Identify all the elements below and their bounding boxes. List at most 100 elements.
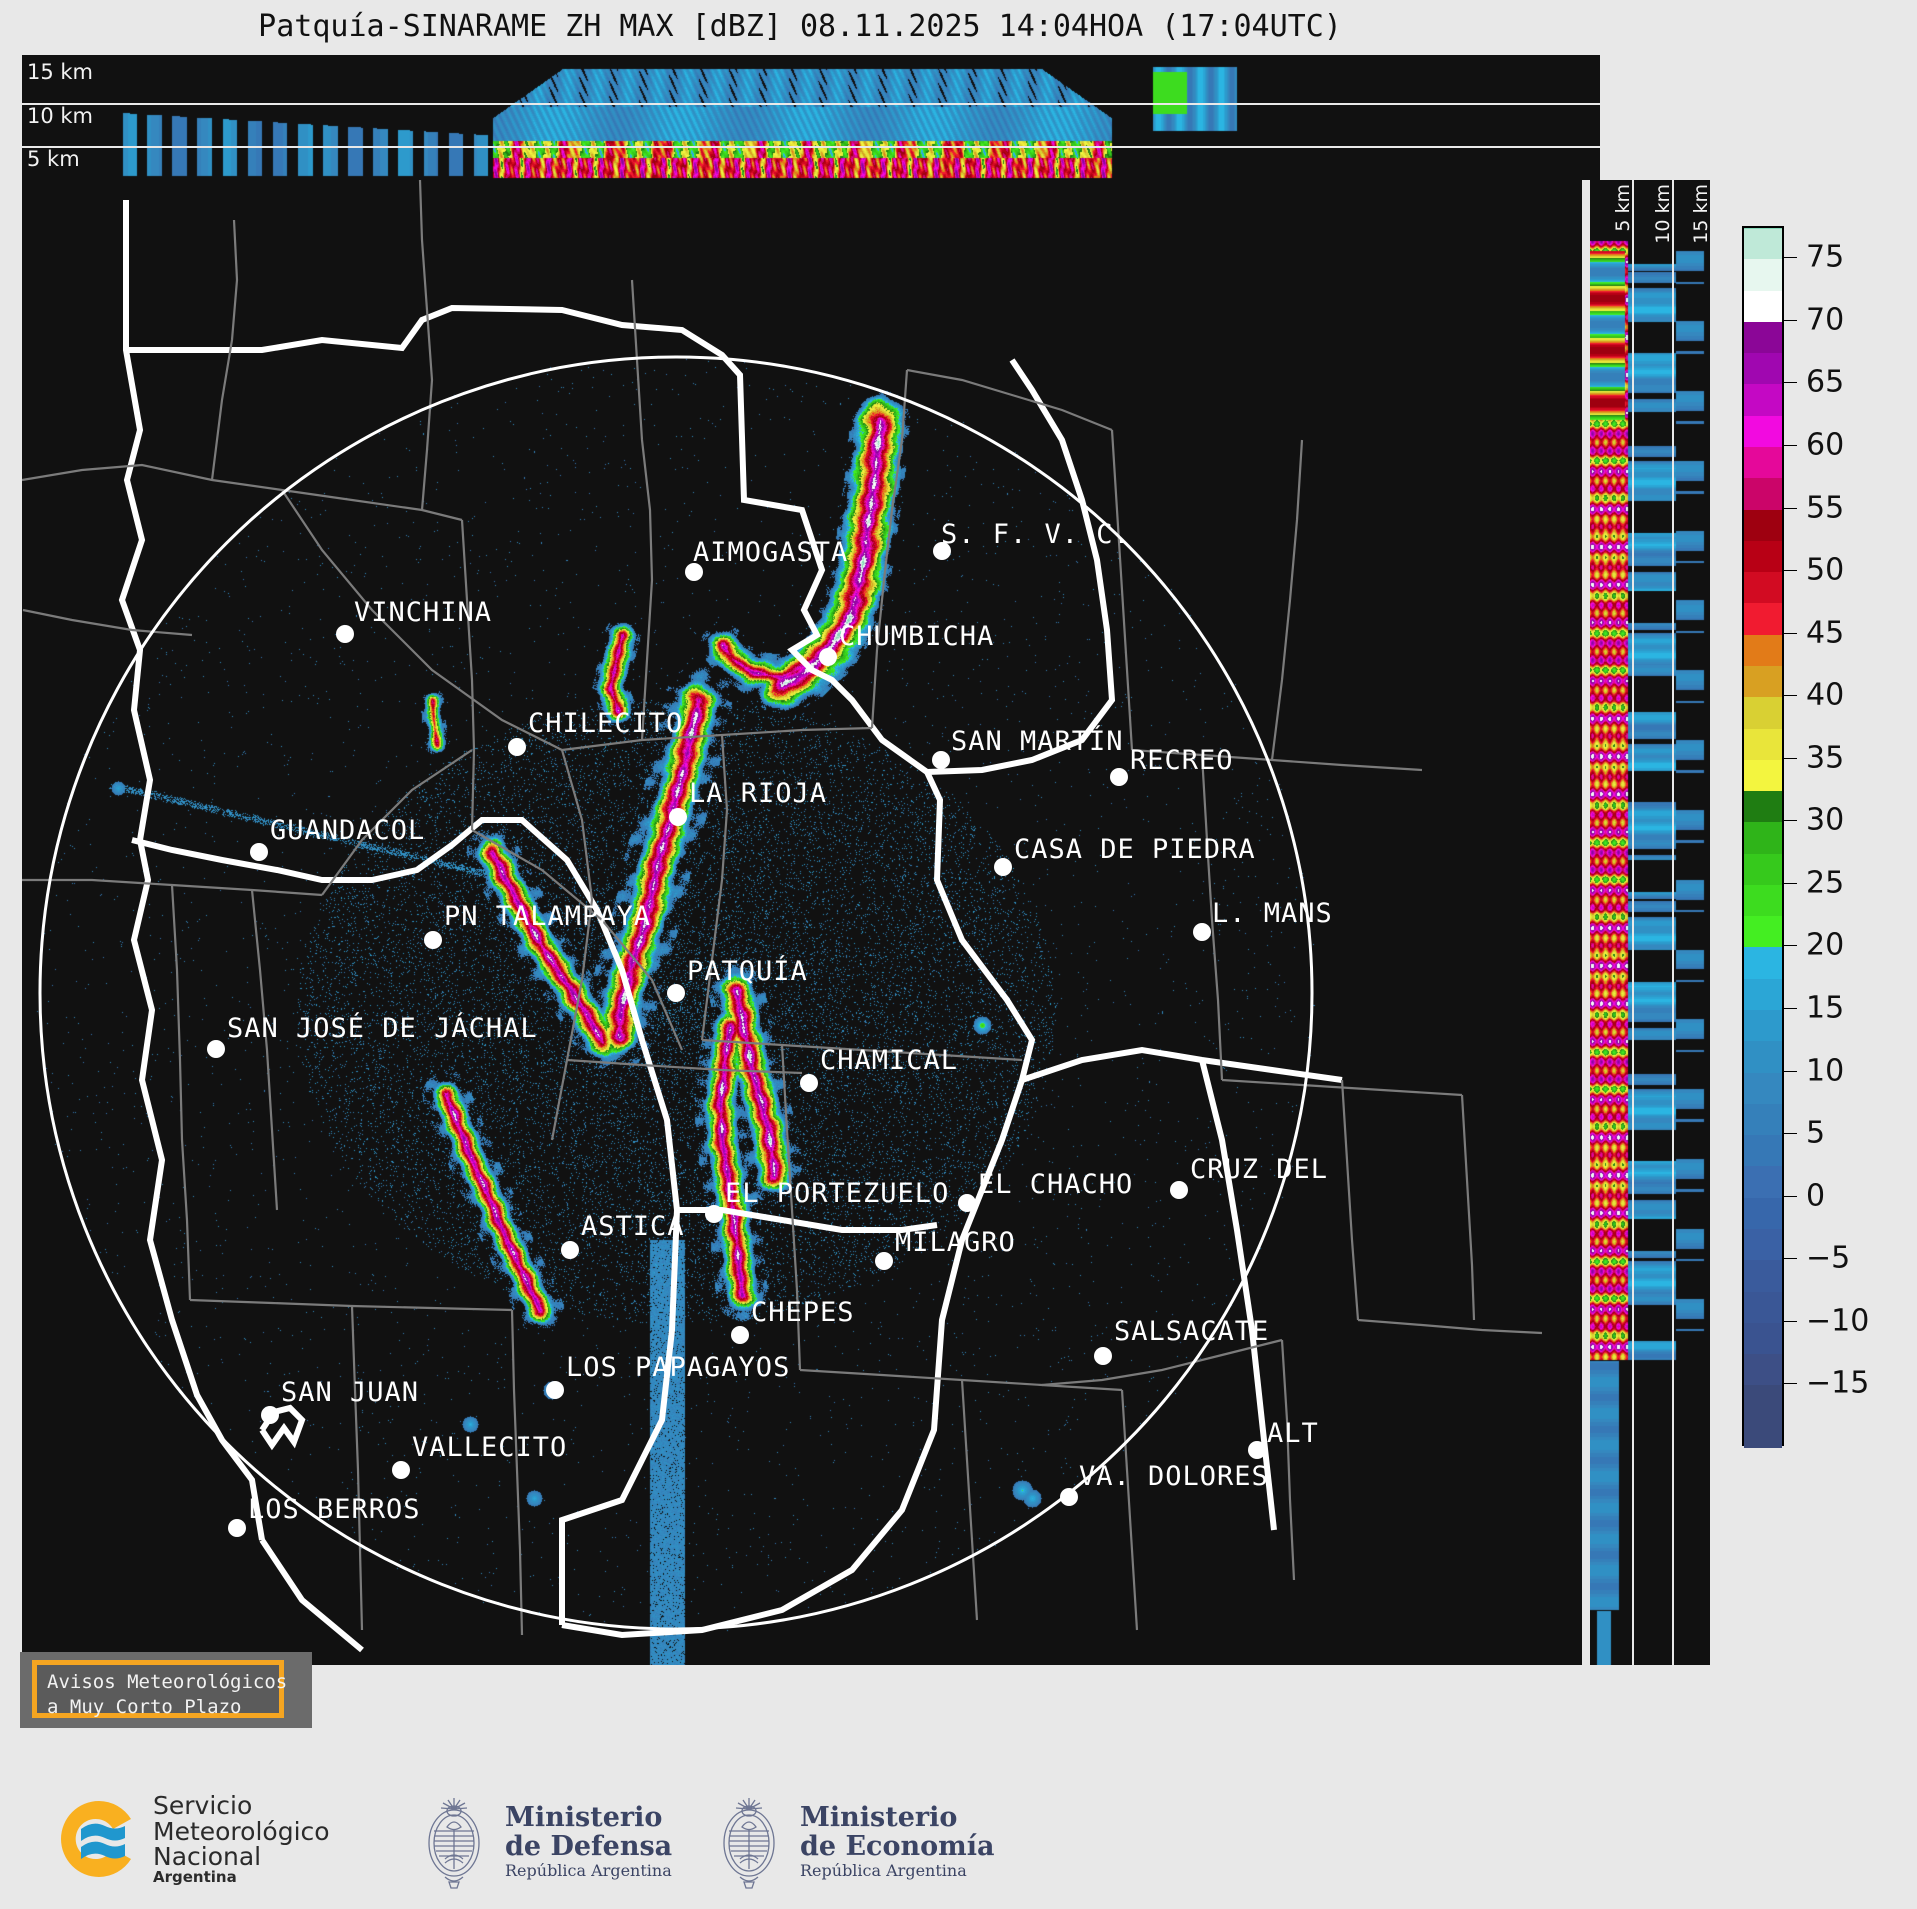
city-label: MILAGRO bbox=[895, 1227, 1016, 1258]
city-dot[interactable] bbox=[336, 625, 354, 643]
argentina-coat-of-arms-icon bbox=[428, 1798, 480, 1889]
colorbar-segment-17.5 bbox=[1744, 947, 1782, 979]
department-boundary bbox=[471, 829, 684, 1051]
smn-logo-text: Servicio Meteorológico Nacional Argentin… bbox=[153, 1793, 330, 1885]
city-label: VA. DOLORES bbox=[1079, 1461, 1269, 1492]
city-dot[interactable] bbox=[1060, 1488, 1078, 1506]
colorbar-segment-42.5 bbox=[1744, 634, 1782, 666]
department-boundary bbox=[870, 369, 909, 729]
height-label-right-5km: 5 km bbox=[1612, 184, 1634, 232]
economia-logo-text: Ministerio de Economía República Argenti… bbox=[800, 1803, 994, 1879]
province-boundary-major bbox=[131, 817, 681, 1625]
province-boundary-major bbox=[1021, 1046, 1343, 1083]
logo-ministerio-economia: Ministerio de Economía República Argenti… bbox=[710, 1789, 994, 1893]
colorbar-tick-60 bbox=[1784, 444, 1797, 446]
city-label: L. MANS bbox=[1212, 898, 1333, 929]
colorbar-tick-70 bbox=[1784, 319, 1797, 321]
department-boundary bbox=[170, 884, 192, 1301]
city-dot[interactable] bbox=[546, 1381, 564, 1399]
height-label-5km: 5 km bbox=[27, 147, 80, 171]
province-boundary-major bbox=[926, 358, 1116, 775]
colorbar-segment--5 bbox=[1744, 1229, 1782, 1261]
colorbar-segment--15 bbox=[1744, 1354, 1782, 1386]
city-dot[interactable] bbox=[667, 984, 685, 1002]
footer-logos: Servicio Meteorológico Nacional Argentin… bbox=[0, 1775, 1917, 1909]
colorbar-segment-37.5 bbox=[1744, 697, 1782, 729]
city-dot[interactable] bbox=[1193, 923, 1211, 941]
economia-line-2: de Economía bbox=[800, 1831, 995, 1863]
smn-line-3: Nacional bbox=[153, 1842, 262, 1871]
height-gridline-right-15km bbox=[1672, 180, 1674, 1665]
colorbar-segment-27.5 bbox=[1744, 822, 1782, 854]
city-dot[interactable] bbox=[392, 1461, 410, 1479]
city-dot[interactable] bbox=[819, 648, 837, 666]
province-boundary-major bbox=[1199, 1059, 1277, 1531]
department-boundary bbox=[321, 749, 473, 896]
city-dot[interactable] bbox=[800, 1074, 818, 1092]
city-dot[interactable] bbox=[561, 1241, 579, 1259]
city-dot[interactable] bbox=[250, 843, 268, 861]
avisos-meteorologicos-box[interactable]: Avisos Meteorológicos a Muy Corto Plazo bbox=[32, 1660, 287, 1718]
city-dot[interactable] bbox=[932, 751, 950, 769]
department-boundary bbox=[550, 749, 594, 1141]
city-dot[interactable] bbox=[207, 1040, 225, 1058]
colorbar-segment--2.5 bbox=[1744, 1197, 1782, 1230]
colorbar-segment--20 bbox=[1744, 1416, 1782, 1448]
colorbar-tick-35 bbox=[1784, 757, 1797, 759]
city-dot[interactable] bbox=[994, 858, 1012, 876]
city-dot[interactable] bbox=[669, 808, 687, 826]
colorbar-tick-0 bbox=[1784, 1195, 1797, 1197]
colorbar-tick-65 bbox=[1784, 382, 1797, 384]
radar-reflectivity-canvas bbox=[22, 180, 1582, 1665]
colorbar-tick-label-25: 25 bbox=[1806, 865, 1845, 901]
colorbar-segment-15 bbox=[1744, 978, 1782, 1011]
cross-section-top-panel: 15 km 10 km 5 km bbox=[22, 55, 1600, 180]
city-dot[interactable] bbox=[508, 738, 526, 756]
colorbar-segment-40 bbox=[1744, 665, 1782, 698]
colorbar-segment-10 bbox=[1744, 1041, 1782, 1073]
colorbar-segment-60 bbox=[1744, 415, 1782, 447]
colorbar-tick-label-70: 70 bbox=[1806, 302, 1845, 338]
department-boundary bbox=[281, 489, 563, 751]
department-boundary bbox=[1110, 429, 1134, 751]
economia-line-3: República Argentina bbox=[800, 1860, 967, 1880]
colorbar-segment-20 bbox=[1744, 916, 1782, 948]
city-label: SAN JOSÉ DE JÁCHAL bbox=[227, 1012, 538, 1044]
city-label: SALSACATE bbox=[1114, 1316, 1269, 1347]
city-dot[interactable] bbox=[1094, 1347, 1112, 1365]
city-label: CRUZ DEL bbox=[1190, 1154, 1328, 1185]
city-dot[interactable] bbox=[933, 542, 951, 560]
department-boundary bbox=[960, 1379, 979, 1621]
city-dot[interactable] bbox=[1248, 1441, 1266, 1459]
city-label: GUANDACOL bbox=[270, 815, 425, 846]
map-overlay-vectors: AIMOGASTA S. F. V. C. VINCHINA CHUMBICHA CHI… bbox=[22, 180, 1543, 1653]
colorbar-segment-35 bbox=[1744, 728, 1782, 760]
colorbar-segment-57.5 bbox=[1744, 446, 1782, 479]
colorbar-segment-47.5 bbox=[1744, 572, 1782, 604]
city-label: EL PORTEZUELO bbox=[725, 1178, 949, 1209]
city-dot[interactable] bbox=[685, 563, 703, 581]
city-dot[interactable] bbox=[705, 1205, 723, 1223]
department-boundary bbox=[1270, 439, 1304, 761]
page-title: Patquía-SINARAME ZH MAX [dBZ] 08.11.2025… bbox=[258, 8, 1342, 44]
cross-section-right-panel: 5 km 10 km 15 km bbox=[1590, 180, 1710, 1665]
city-dot[interactable] bbox=[1170, 1181, 1188, 1199]
department-boundary bbox=[460, 519, 476, 831]
logo-ministerio-defensa: Ministerio de Defensa República Argentin… bbox=[415, 1789, 672, 1893]
city-dot[interactable] bbox=[261, 1406, 279, 1424]
city-dot[interactable] bbox=[424, 931, 442, 949]
department-boundary bbox=[1041, 1338, 1283, 1387]
city-dot[interactable] bbox=[958, 1194, 976, 1212]
colorbar-segment-5 bbox=[1744, 1103, 1782, 1136]
city-label: VALLECITO bbox=[412, 1432, 567, 1463]
colorbar-segment-30 bbox=[1744, 791, 1782, 823]
city-dot[interactable] bbox=[228, 1519, 246, 1537]
colorbar-gradient bbox=[1742, 226, 1784, 1448]
colorbar-segment-32.5 bbox=[1744, 759, 1782, 792]
city-dot[interactable] bbox=[731, 1326, 749, 1344]
radar-map-panel[interactable]: AIMOGASTA S. F. V. C. VINCHINA CHUMBICHA CHI… bbox=[22, 180, 1582, 1665]
city-dot[interactable] bbox=[875, 1252, 893, 1270]
city-label: PN TALAMPAYA bbox=[444, 901, 651, 932]
department-boundary bbox=[780, 1044, 802, 1371]
city-dot[interactable] bbox=[1110, 768, 1128, 786]
